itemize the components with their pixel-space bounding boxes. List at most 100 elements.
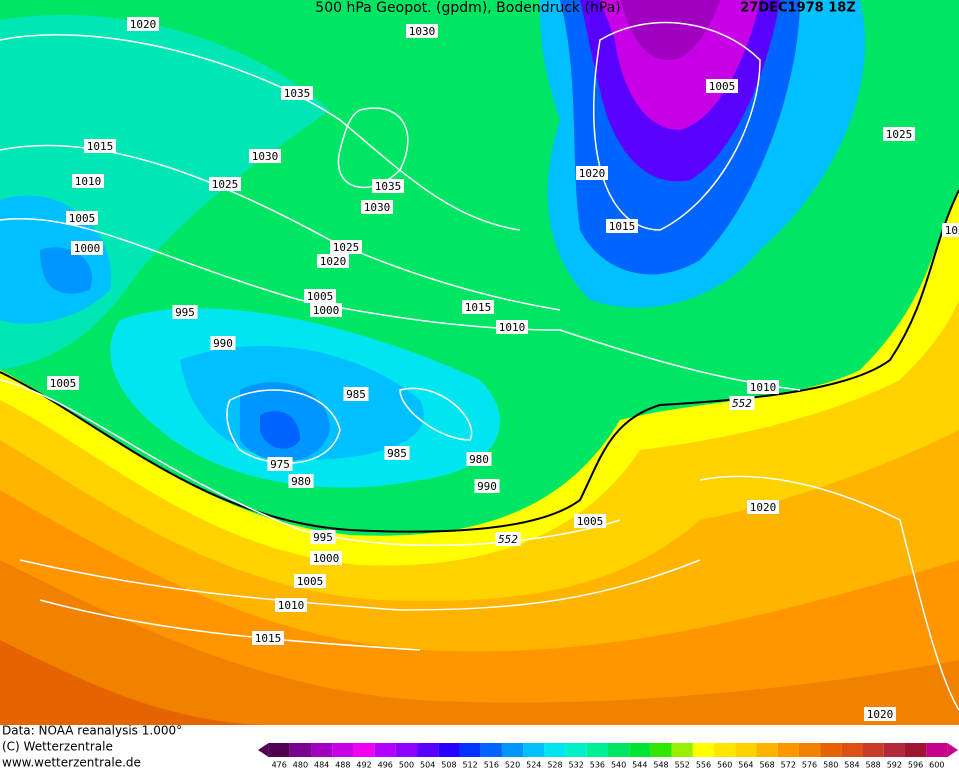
label-box bbox=[71, 241, 103, 255]
label-text: 1020 bbox=[320, 255, 347, 268]
contour-label: 552 bbox=[729, 396, 755, 410]
colorbar-tick-label: 500 bbox=[399, 761, 414, 770]
colorbar-cell bbox=[820, 743, 842, 757]
colorbar-tick-label: 520 bbox=[505, 761, 520, 770]
colorbar-tick-label: 588 bbox=[866, 761, 881, 770]
label-box bbox=[343, 387, 369, 401]
colorbar-cell bbox=[501, 743, 524, 757]
contour-label: 1035 bbox=[281, 86, 313, 100]
label-text: 1010 bbox=[750, 381, 777, 394]
colorbar-cell bbox=[692, 743, 715, 757]
label-text: 1005 bbox=[297, 575, 324, 588]
label-box bbox=[576, 166, 608, 180]
contour-label: 985 bbox=[343, 387, 369, 401]
contour-label: 1005 bbox=[47, 376, 79, 390]
colorbar: 476 480 484 488 492 496 500 504 508 512 516 520 524 5… bbox=[258, 743, 958, 770]
contour-label: 1010 bbox=[747, 380, 779, 394]
colorbar-tick-label: 512 bbox=[462, 761, 477, 770]
label-box bbox=[294, 574, 326, 588]
contour-label: 1025 bbox=[330, 240, 362, 254]
label-box bbox=[281, 86, 313, 100]
label-text: 1010 bbox=[75, 175, 102, 188]
label-text: 985 bbox=[387, 447, 407, 460]
label-box bbox=[384, 446, 410, 460]
colorbar-cell bbox=[417, 743, 439, 757]
colorbar-tick-label: 584 bbox=[844, 761, 859, 770]
colorbar-cell bbox=[268, 743, 290, 757]
colorbar-cell bbox=[353, 743, 375, 757]
contour-label: 1020 bbox=[576, 166, 608, 180]
label-box bbox=[310, 303, 342, 317]
colorbar-cell bbox=[544, 743, 566, 757]
label-text: 1025 bbox=[212, 178, 239, 191]
contour-label: 1015 bbox=[252, 631, 284, 645]
colorbar-cell bbox=[650, 743, 672, 757]
contour-label: 1025 bbox=[209, 177, 241, 191]
label-box bbox=[310, 551, 342, 565]
contour-label: 1000 bbox=[310, 303, 342, 317]
colorbar-tick-label: 516 bbox=[484, 761, 499, 770]
colorbar-tick-label: 476 bbox=[272, 761, 287, 770]
label-text: 1005 bbox=[50, 377, 77, 390]
label-text: 1015 bbox=[609, 220, 636, 233]
label-box bbox=[72, 174, 104, 188]
label-box bbox=[210, 336, 236, 350]
contour-label: 1015 bbox=[84, 139, 116, 153]
contour-label: 1010 bbox=[72, 174, 104, 188]
label-text: 980 bbox=[469, 453, 489, 466]
label-text: 1005 bbox=[307, 290, 334, 303]
colorbar-cell bbox=[438, 743, 460, 757]
colorbar-cell bbox=[586, 743, 608, 757]
colorbar-cell bbox=[841, 743, 863, 757]
colorbar-tick-label: 576 bbox=[802, 761, 817, 770]
contour-label: 985 bbox=[384, 446, 410, 460]
label-box bbox=[747, 380, 779, 394]
label-text: 1020 bbox=[579, 167, 606, 180]
colorbar-cell bbox=[311, 743, 333, 757]
label-box bbox=[249, 149, 281, 163]
label-box bbox=[252, 631, 284, 645]
colorbar-arrow-high bbox=[947, 743, 958, 757]
label-text: 1020 bbox=[867, 708, 894, 721]
label-box bbox=[310, 530, 336, 544]
label-box bbox=[495, 532, 521, 546]
label-text: 1000 bbox=[74, 242, 101, 255]
contour-label: 1005 bbox=[304, 289, 336, 303]
footer-url: www.wetterzentrale.de bbox=[2, 756, 141, 770]
label-box bbox=[127, 17, 159, 31]
contour-label: 1000 bbox=[310, 551, 342, 565]
label-box bbox=[267, 457, 293, 471]
label-box bbox=[883, 127, 915, 141]
label-text: 1030 bbox=[252, 150, 279, 163]
contour-label: 995 bbox=[172, 305, 198, 319]
colorbar-tick-label: 528 bbox=[547, 761, 562, 770]
label-text: 1005 bbox=[577, 515, 604, 528]
colorbar-tick-label: 536 bbox=[590, 761, 605, 770]
contour-label: 995 bbox=[310, 530, 336, 544]
label-box bbox=[606, 219, 638, 233]
label-box bbox=[372, 179, 404, 193]
label-text: 1005 bbox=[709, 80, 736, 93]
map-title: 500 hPa Geopot. (gpdm), Bodendruck (hPa) bbox=[315, 0, 620, 16]
label-text: 1030 bbox=[364, 201, 391, 214]
colorbar-tick-label: 484 bbox=[314, 761, 329, 770]
colorbar-tick-label: 556 bbox=[696, 761, 711, 770]
contour-label: 1020 bbox=[317, 254, 349, 268]
label-box bbox=[462, 300, 494, 314]
label-box bbox=[330, 240, 362, 254]
colorbar-cell bbox=[289, 743, 312, 757]
label-box bbox=[942, 223, 959, 237]
colorbar-cell bbox=[671, 743, 693, 757]
label-text: 1035 bbox=[284, 87, 311, 100]
label-text: 1025 bbox=[886, 128, 913, 141]
colorbar-tick-label: 508 bbox=[441, 761, 456, 770]
label-box bbox=[466, 452, 492, 466]
label-box bbox=[84, 139, 116, 153]
colorbar-tick-label: 480 bbox=[293, 761, 308, 770]
colorbar-tick-label: 492 bbox=[356, 761, 371, 770]
colorbar-cell bbox=[332, 743, 354, 757]
label-box bbox=[172, 305, 198, 319]
contour-label: 1035 bbox=[372, 179, 404, 193]
label-text: 990 bbox=[213, 337, 233, 350]
contour-label: 1005 bbox=[706, 79, 738, 93]
